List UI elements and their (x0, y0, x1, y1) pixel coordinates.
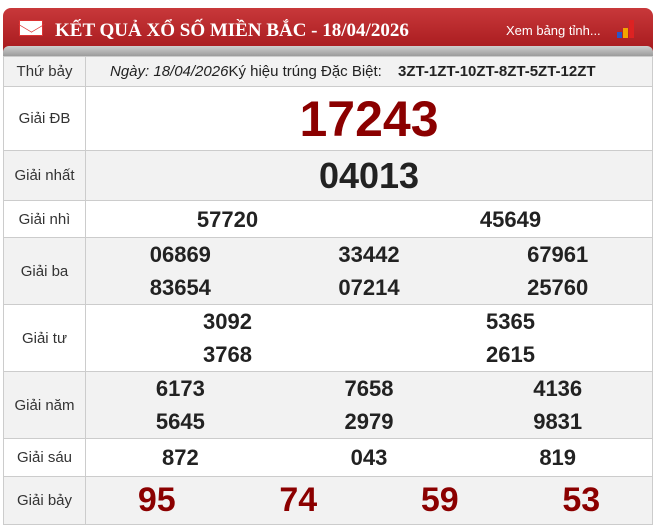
prize-number: 819 (539, 445, 577, 470)
prize-row-fourth: Giải tư 3092 5365 3768 2615 (3, 304, 653, 372)
prize-number: 5645 (155, 409, 205, 434)
prize-number: 3092 (203, 309, 252, 334)
view-provinces-link[interactable]: Xem bảng tỉnh... (506, 23, 601, 38)
prize-label: Giải nhất (3, 150, 86, 201)
prize-number: 2615 (486, 342, 535, 367)
prize-number: 83654 (149, 275, 211, 300)
prize-row-second: Giải nhì 57720 45649 (3, 200, 653, 238)
prize-label: Giải nhì (3, 200, 86, 238)
header-shade (3, 46, 653, 56)
prize-number: 25760 (527, 275, 589, 300)
header-bar: KẾT QUẢ XỔ SỐ MIỀN BẮC - 18/04/2026 Xem … (3, 8, 653, 56)
prize-number: 2979 (344, 409, 394, 434)
prize-number: 17243 (299, 90, 439, 147)
prize-row-sixth: Giải sáu 872 043 819 (3, 438, 653, 477)
prize-number: 53 (562, 481, 601, 519)
results-table: Thứ bảy Ngày: 18/04/2026Ký hiệu trúng Đặ… (3, 56, 653, 525)
prize-number: 67961 (527, 242, 589, 267)
prize-number: 74 (279, 481, 318, 519)
prize-label: Giải sáu (3, 438, 86, 477)
prize-number: 043 (350, 445, 388, 470)
prize-number: 57720 (196, 206, 259, 232)
special-code: 3ZT-1ZT-10ZT-8ZT-5ZT-12ZT (398, 63, 596, 80)
prize-row-first: Giải nhất 04013 (3, 150, 653, 201)
prize-number: 04013 (318, 154, 420, 196)
draw-date: Ngày: 18/04/2026 (110, 63, 229, 80)
prize-label: Giải bảy (3, 476, 86, 525)
code-label: Ký hiệu trúng Đặc Biệt: (228, 63, 382, 80)
prize-number: 5365 (486, 309, 535, 334)
prize-number: 95 (137, 481, 176, 519)
prize-number: 45649 (479, 206, 542, 232)
prize-number: 59 (420, 481, 459, 519)
prize-row-fifth: Giải năm 6173 7658 4136 5645 2979 9831 (3, 371, 653, 439)
prize-number: 4136 (533, 376, 583, 401)
prize-number: 872 (161, 445, 199, 470)
prize-number: 06869 (149, 242, 211, 267)
prize-number: 07214 (338, 275, 400, 300)
prize-label: Giải ba (3, 237, 86, 305)
prize-number: 9831 (533, 409, 583, 434)
prize-label: Giải ĐB (3, 86, 86, 151)
prize-label: Giải tư (3, 304, 86, 372)
info-row: Thứ bảy Ngày: 18/04/2026Ký hiệu trúng Đặ… (3, 56, 653, 87)
prize-label: Giải năm (3, 371, 86, 439)
prize-row-seventh: Giải bảy 95 74 59 53 (3, 476, 653, 525)
page-title: KẾT QUẢ XỔ SỐ MIỀN BẮC - 18/04/2026 (55, 20, 409, 41)
prize-row-special: Giải ĐB 17243 (3, 86, 653, 151)
prize-number: 6173 (155, 376, 205, 401)
bar-chart-icon[interactable] (615, 18, 641, 38)
prize-row-third: Giải ba 06869 33442 67961 83654 07214 25760 (3, 237, 653, 305)
mail-icon (19, 20, 43, 36)
prize-number: 33442 (338, 242, 400, 267)
prize-number: 3768 (203, 342, 252, 367)
prize-number: 7658 (344, 376, 394, 401)
weekday: Thứ bảy (3, 56, 86, 87)
